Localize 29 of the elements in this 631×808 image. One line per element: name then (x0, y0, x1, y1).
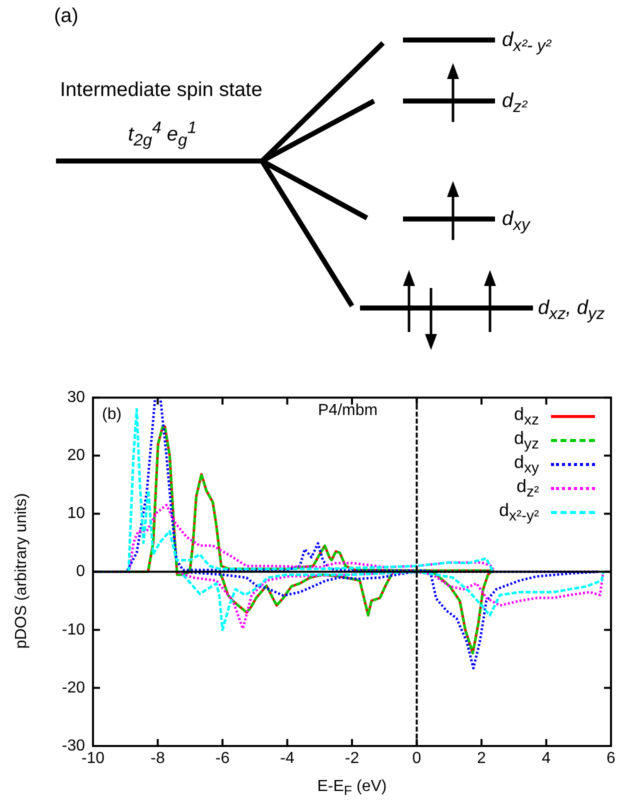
text: (a) (54, 4, 78, 28)
y-tick-label: 30 (67, 389, 86, 406)
annotation: P4/mbm (318, 402, 378, 420)
x-axis-title: E-E$_{F}$ (eV) (317, 778, 387, 798)
text: d$_{xz}$, d$_{yz}$ (538, 296, 605, 325)
legend-label: d$_{x²-y²}$ (498, 500, 539, 524)
y-axis-title: pDOS (arbitrary units) (13, 493, 31, 649)
y-tick-label: 20 (67, 447, 86, 464)
x-tick-label: 0 (412, 750, 422, 768)
y-tick-label: 10 (67, 505, 86, 522)
legend-label: d$_{xy}$ (514, 452, 539, 476)
text: d$_{xy}$ (502, 207, 530, 236)
x-tick-label: -8 (150, 750, 165, 768)
y-tick-label: -20 (62, 679, 86, 696)
text: Intermediate spin state (60, 78, 262, 102)
x-tick-label: 2 (477, 750, 486, 768)
legend-label: d$_{yz}$ (514, 428, 539, 452)
annotation: (b) (102, 406, 122, 424)
x-tick-label: -4 (280, 750, 294, 768)
y-tick-label: -10 (62, 621, 86, 638)
x-tick-label: 4 (542, 750, 551, 768)
text: d$_{z²}$ (502, 89, 527, 118)
x-tick-label: -6 (215, 750, 230, 768)
legend-label: d$_{z²}$ (516, 476, 539, 500)
x-tick-label: -2 (344, 750, 360, 768)
legend-label: d$_{xz}$ (514, 404, 539, 428)
y-tick-label: 0 (76, 563, 86, 580)
text: d$_{x²- y²}$ (502, 28, 552, 57)
x-tick-label: 6 (606, 750, 616, 768)
